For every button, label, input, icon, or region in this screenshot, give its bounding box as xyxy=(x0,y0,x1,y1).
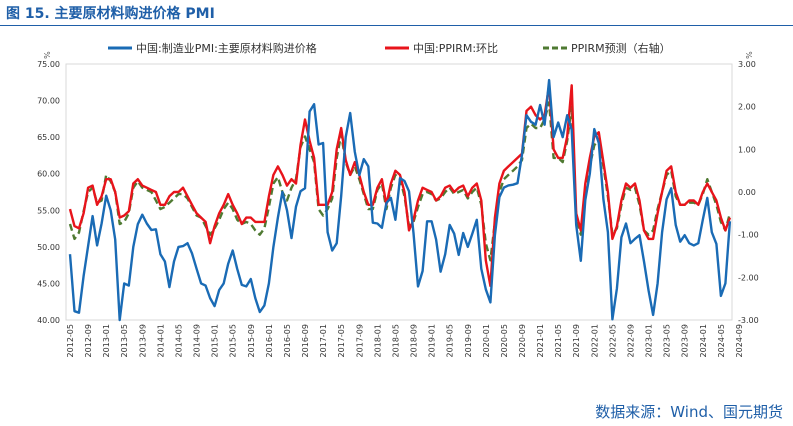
x-tick-label: 2021-01 xyxy=(536,324,545,357)
left-tick-label: 75.00 xyxy=(37,60,60,69)
left-tick-label: 70.00 xyxy=(37,97,60,106)
left-tick-label: 50.00 xyxy=(37,243,60,252)
left-tick-label: 65.00 xyxy=(37,133,60,142)
x-tick-label: 2013-05 xyxy=(120,324,129,357)
x-tick-label: 2016-05 xyxy=(283,324,292,357)
legend-label-ppirm: 中国:PPIRM:环比 xyxy=(413,42,498,55)
x-tick-label: 2013-09 xyxy=(138,324,147,357)
x-tick-label: 2015-01 xyxy=(211,324,220,357)
x-tick-label: 2020-01 xyxy=(482,324,491,357)
x-tick-label: 2019-01 xyxy=(428,324,437,357)
x-tick-label: 2012-05 xyxy=(66,324,75,357)
right-tick-label: 0.00 xyxy=(738,188,756,197)
series-line-ppirm xyxy=(68,84,732,288)
right-tick-label: -2.00 xyxy=(738,273,759,282)
right-tick-label: 1.00 xyxy=(738,145,756,154)
x-tick-label: 2020-05 xyxy=(500,324,509,357)
x-tick-label: 2023-05 xyxy=(663,324,672,357)
title-underline xyxy=(0,25,793,26)
x-tick-label: 2022-05 xyxy=(608,324,617,357)
x-tick-label: 2021-09 xyxy=(572,324,581,357)
x-tick-label: 2022-09 xyxy=(626,324,635,357)
x-tick-label: 2024-01 xyxy=(699,324,708,357)
legend-label-pmi: 中国:制造业PMI:主要原材料购进价格 xyxy=(136,41,317,55)
x-tick-label: 2018-01 xyxy=(373,324,382,357)
left-tick-label: 45.00 xyxy=(37,279,60,288)
x-tick-label: 2018-09 xyxy=(410,324,419,357)
x-tick-label: 2017-01 xyxy=(319,324,328,357)
x-tick-label: 2020-09 xyxy=(518,324,527,357)
x-tick-label: 2013-01 xyxy=(102,324,111,357)
left-tick-label: 60.00 xyxy=(37,170,60,179)
x-tick-label: 2024-09 xyxy=(735,324,744,357)
right-tick-label: -1.00 xyxy=(738,231,759,240)
x-tick-label: 2016-09 xyxy=(301,324,310,357)
x-tick-label: 2022-01 xyxy=(590,324,599,357)
x-tick-label: 2012-09 xyxy=(84,324,93,357)
x-tick-label: 2017-09 xyxy=(355,324,364,357)
x-tick-label: 2018-05 xyxy=(391,324,400,357)
left-tick-label: 55.00 xyxy=(37,206,60,215)
legend: 中国:制造业PMI:主要原材料购进价格 中国:PPIRM:环比 PPIRM预测（… xyxy=(108,41,671,55)
legend-label-forecast: PPIRM预测（右轴） xyxy=(571,41,671,55)
x-tick-label: 2017-05 xyxy=(337,324,346,357)
right-tick-label: -3.00 xyxy=(738,316,759,325)
right-axis-unit: % xyxy=(745,51,754,59)
plot-area xyxy=(65,63,733,321)
x-tick-label: 2014-01 xyxy=(156,324,165,357)
right-tick-label: 3.00 xyxy=(738,60,756,69)
x-tick-label: 2015-09 xyxy=(247,324,256,357)
data-source: 数据来源：Wind、国元期货 xyxy=(595,403,783,421)
left-axis-unit: % xyxy=(43,51,52,59)
x-tick-label: 2023-09 xyxy=(681,324,690,357)
series-line-pmi xyxy=(68,78,732,322)
x-tick-label: 2015-05 xyxy=(229,324,238,357)
left-tick-label: 40.00 xyxy=(37,316,60,325)
x-tick-label: 2019-05 xyxy=(446,324,455,357)
x-tick-label: 2023-01 xyxy=(645,324,654,357)
chart-title: 图 15. 主要原材料购进价格 PMI xyxy=(6,6,215,22)
x-tick-label: 2021-05 xyxy=(554,324,563,357)
x-tick-label: 2016-01 xyxy=(265,324,274,357)
x-tick-label: 2014-09 xyxy=(193,324,202,357)
x-tick-label: 2024-05 xyxy=(717,324,726,357)
right-tick-label: 2.00 xyxy=(738,103,756,112)
x-tick-label: 2014-05 xyxy=(174,324,183,357)
x-tick-label: 2019-09 xyxy=(464,324,473,357)
